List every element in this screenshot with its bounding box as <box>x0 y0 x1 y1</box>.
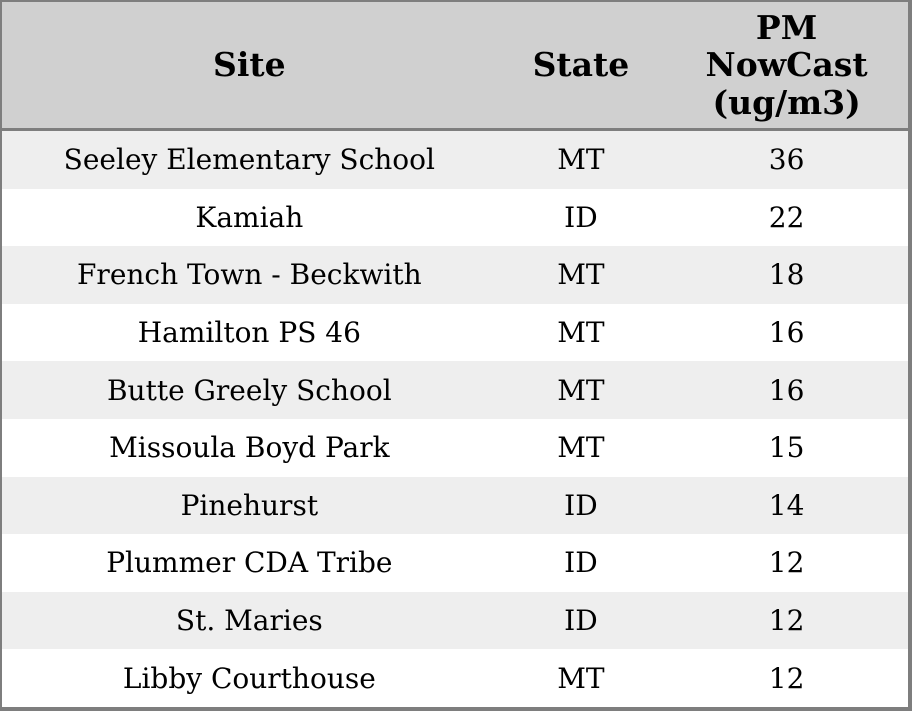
table-row: Butte Greely School MT 16 <box>2 361 908 419</box>
state-cell: MT <box>557 431 605 465</box>
pm-value-cell: 15 <box>768 431 805 465</box>
pm-value-cell: 12 <box>768 661 805 695</box>
site-cell: Plummer CDA Tribe <box>106 546 393 580</box>
state-cell: MT <box>557 661 605 695</box>
table-row: Libby Courthouse MT 12 <box>2 649 908 707</box>
site-cell: Butte Greely School <box>106 373 392 407</box>
pm-value-cell: 18 <box>768 258 805 292</box>
state-cell: MT <box>557 373 605 407</box>
site-cell: Libby Courthouse <box>122 661 376 695</box>
table-row: Pinehurst ID 14 <box>2 476 908 535</box>
site-cell: Hamilton PS 46 <box>137 316 361 350</box>
state-cell: MT <box>557 143 605 177</box>
table-row: Kamiah ID 22 <box>2 188 908 247</box>
site-cell: St. Maries <box>175 604 323 638</box>
site-cell: Pinehurst <box>180 488 319 522</box>
pm-value-cell: 36 <box>768 143 805 177</box>
state-cell: ID <box>564 604 598 638</box>
table-header-row: Site State PM NowCast (ug/m3) <box>2 2 908 131</box>
state-cell: ID <box>564 546 598 580</box>
state-cell: ID <box>564 488 598 522</box>
pm-value-cell: 16 <box>768 316 805 350</box>
table-row: Seeley Elementary School MT 36 <box>2 131 908 189</box>
column-header-pm-nowcast: PM NowCast (ug/m3) <box>705 8 868 122</box>
site-cell: Seeley Elementary School <box>63 143 435 177</box>
table-row: Missoula Boyd Park MT 15 <box>2 418 908 477</box>
site-cell: French Town - Beckwith <box>77 258 422 292</box>
table-row: Plummer CDA Tribe ID 12 <box>2 534 908 592</box>
pm-value-cell: 22 <box>768 200 805 234</box>
pm-value-cell: 14 <box>768 488 805 522</box>
pm-value-cell: 12 <box>768 546 805 580</box>
site-cell: Missoula Boyd Park <box>109 431 390 465</box>
table-row: St. Maries ID 12 <box>2 591 908 650</box>
table-row: French Town - Beckwith MT 18 <box>2 246 908 304</box>
table-row: Hamilton PS 46 MT 16 <box>2 303 908 362</box>
state-cell: MT <box>557 316 605 350</box>
state-cell: ID <box>564 200 598 234</box>
table-body: Seeley Elementary School MT 36 Kamiah ID… <box>2 131 908 707</box>
pm-value-cell: 16 <box>768 373 805 407</box>
pm-value-cell: 12 <box>768 604 805 638</box>
column-header-state: State <box>532 45 630 85</box>
site-cell: Kamiah <box>195 200 304 234</box>
column-header-site: Site <box>213 45 286 85</box>
state-cell: MT <box>557 258 605 292</box>
